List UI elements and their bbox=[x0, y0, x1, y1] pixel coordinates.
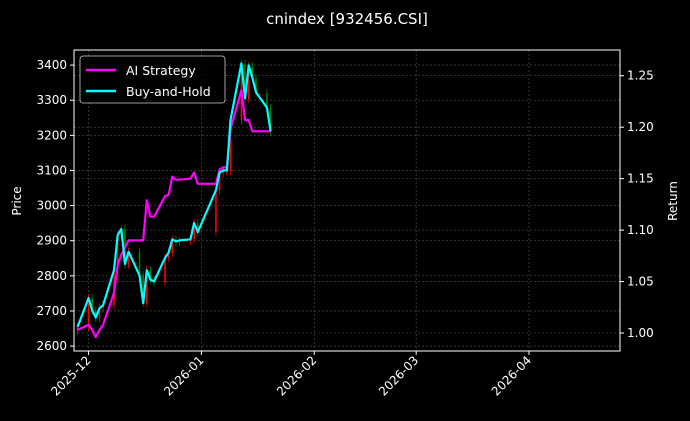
y-tick-label-left: 3000 bbox=[36, 199, 67, 213]
x-tick-label: 2026-01 bbox=[161, 353, 206, 398]
candle-body bbox=[171, 240, 174, 254]
candle-body bbox=[266, 93, 268, 108]
y-tick-label-right: 1.20 bbox=[627, 120, 654, 134]
candle-body bbox=[149, 270, 152, 281]
grid bbox=[74, 50, 620, 351]
candle-body bbox=[229, 120, 232, 172]
series-line-buy-and-hold bbox=[76, 62, 272, 328]
y-tick-label-left: 3200 bbox=[36, 128, 67, 142]
candle-body bbox=[196, 223, 199, 232]
candle-body bbox=[218, 172, 221, 191]
x-tick-label: 2025-12 bbox=[48, 353, 93, 398]
candle-body bbox=[247, 66, 250, 100]
candle-body bbox=[167, 253, 170, 258]
candle-body bbox=[193, 223, 195, 239]
y-tick-label-right: 1.15 bbox=[627, 172, 654, 186]
x-tick-label: 2026-04 bbox=[489, 353, 534, 398]
legend-label-ai-strategy: AI Strategy bbox=[126, 63, 196, 78]
candle-body bbox=[215, 190, 217, 232]
candle-body bbox=[116, 235, 119, 271]
candle-body bbox=[164, 257, 166, 283]
y-axis-label-left: Price bbox=[10, 186, 24, 215]
y-tick-label-left: 2800 bbox=[36, 269, 67, 283]
y-tick-label-right: 1.25 bbox=[627, 69, 654, 83]
series-line-ai-strategy bbox=[77, 88, 271, 339]
legend-label-buy-and-hold: Buy-and-Hold bbox=[126, 84, 211, 99]
y-tick-label-left: 2600 bbox=[36, 339, 67, 353]
candle-body bbox=[222, 171, 225, 173]
y-tick-label-right: 1.00 bbox=[627, 326, 654, 340]
candle-body bbox=[255, 78, 257, 94]
candle-body bbox=[269, 107, 272, 133]
y-tick-label-right: 1.10 bbox=[627, 223, 654, 237]
legend: AI Strategy Buy-and-Hold bbox=[79, 55, 226, 104]
plot-frame bbox=[73, 49, 621, 352]
candle-body bbox=[98, 308, 101, 318]
y-tick-label-left: 2700 bbox=[36, 304, 67, 318]
y-tick-label-left: 3100 bbox=[36, 163, 67, 177]
y-axis-label-right: Return bbox=[666, 181, 680, 221]
axes: 2025-12 2026-01 2026-02 2026-03 2026-04 2600 2… bbox=[36, 58, 653, 398]
candle-body bbox=[226, 171, 228, 173]
candle-body bbox=[95, 310, 97, 318]
x-tick-label: 2026-02 bbox=[274, 353, 319, 398]
lines bbox=[76, 62, 272, 339]
legend-box bbox=[79, 55, 226, 104]
candle-body bbox=[127, 251, 130, 265]
y-tick-label-left: 3400 bbox=[36, 58, 67, 72]
x-tick-label: 2026-03 bbox=[376, 353, 421, 398]
y-tick-label-left: 3300 bbox=[36, 93, 67, 107]
candle-body bbox=[142, 275, 144, 304]
candle-body bbox=[251, 66, 254, 79]
candle-body bbox=[146, 270, 148, 304]
chart-title: cnindex [932456.CSI] bbox=[266, 10, 428, 28]
y-tick-label-right: 1.05 bbox=[627, 275, 654, 289]
candle-body bbox=[244, 64, 246, 100]
y-tick-label-left: 2900 bbox=[36, 234, 67, 248]
candle-body bbox=[178, 241, 181, 243]
candle-body bbox=[138, 251, 141, 276]
candle-body bbox=[87, 297, 90, 328]
candle-body bbox=[91, 297, 93, 311]
